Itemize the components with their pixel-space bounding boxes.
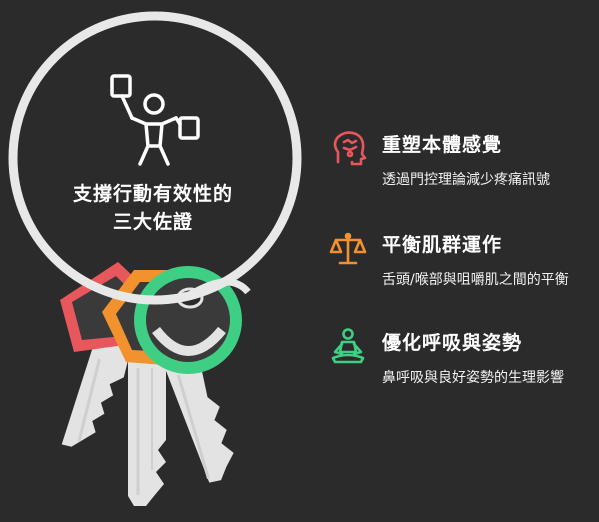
key-left	[61, 327, 134, 447]
ring-title-line2: 三大佐證	[112, 211, 193, 233]
item-description: 鼻呼吸與良好姿勢的生理影響	[382, 370, 564, 386]
head-thought-icon	[333, 131, 367, 166]
ring-title: 支撐行動有效性的 三大佐證	[58, 180, 248, 236]
item-description: 透過門控理論減少疼痛訊號	[382, 172, 550, 188]
key-middle	[128, 352, 166, 506]
person-with-flags-icon	[110, 74, 200, 166]
item-description: 舌頭/喉部與咀嚼肌之間的平衡	[382, 272, 569, 288]
meditation-person-icon	[331, 328, 365, 364]
balance-scale-icon	[329, 232, 367, 265]
item-heading: 優化呼吸與姿勢	[382, 332, 523, 354]
key-ring	[8, 11, 302, 305]
key-right	[163, 357, 234, 483]
ring-title-line1: 支撐行動有效性的	[72, 183, 233, 205]
item-heading: 平衡肌群運作	[382, 234, 503, 256]
item-heading: 重塑本體感覺	[382, 134, 503, 156]
